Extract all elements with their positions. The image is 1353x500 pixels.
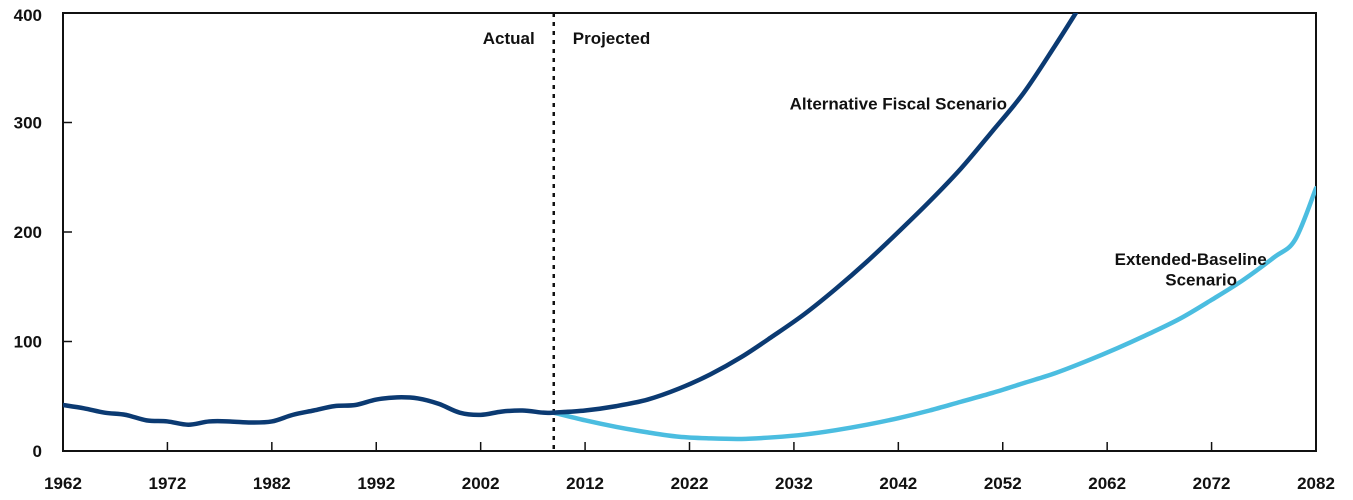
y-tick-label: 100 <box>14 333 42 352</box>
x-tick-label: 2062 <box>1088 474 1126 493</box>
x-tick-label: 1962 <box>44 474 82 493</box>
series-alternative-fiscal-line <box>551 13 1079 415</box>
x-tick-label: 2072 <box>1193 474 1231 493</box>
series-actual-line <box>63 395 557 427</box>
y-tick-label: 400 <box>14 6 42 25</box>
x-tick-label: 1992 <box>357 474 395 493</box>
x-tick-label: 2052 <box>984 474 1022 493</box>
divider-label-actual: Actual <box>483 29 535 48</box>
divider-label-projected: Projected <box>573 29 650 48</box>
x-tick-label: 2042 <box>879 474 917 493</box>
x-tick-label: 2012 <box>566 474 604 493</box>
x-tick-label: 1982 <box>253 474 291 493</box>
y-tick-label: 200 <box>14 223 42 242</box>
x-tick-label: 2022 <box>671 474 709 493</box>
x-tick-label: 2002 <box>462 474 500 493</box>
x-tick-label: 2032 <box>775 474 813 493</box>
y-tick-label: 0 <box>33 442 42 461</box>
y-tick-label: 300 <box>14 114 42 133</box>
annotation-scenario: Scenario <box>1165 271 1237 290</box>
annotation-extended-baseline: Extended-Baseline <box>1115 250 1267 269</box>
x-tick-label: 2082 <box>1297 474 1335 493</box>
annotation-alternative-fiscal: Alternative Fiscal Scenario <box>790 94 1007 113</box>
series-extended-baseline-line <box>551 185 1316 442</box>
x-tick-label: 1972 <box>149 474 187 493</box>
